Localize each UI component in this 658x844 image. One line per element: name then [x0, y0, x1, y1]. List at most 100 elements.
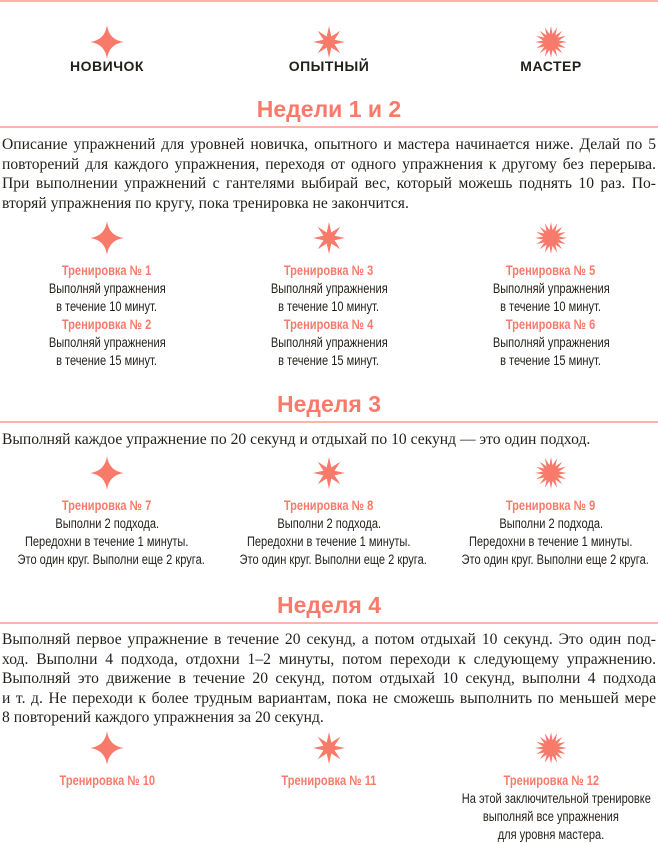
- description-line: Выполняй это движение в течение 20 секун…: [2, 670, 656, 688]
- workout-description-text: Выполни 2 подхода.: [277, 516, 381, 531]
- workout-title: Тренировка № 2: [0, 316, 217, 334]
- workout-description-text: Передохни в течение 1 минуты.: [247, 534, 411, 549]
- workout-title: Тренировка № 8: [219, 497, 439, 515]
- workout-title-text: Тренировка № 10: [59, 773, 155, 788]
- workout-title: Тренировка № 10: [0, 772, 217, 790]
- workout-description: Выполни 2 подхода.: [219, 515, 439, 533]
- eight-point-star-icon: [312, 456, 346, 490]
- workout-description: в течение 15 минут.: [219, 352, 439, 370]
- workout-title-text: Тренировка № 9: [506, 498, 596, 513]
- level-label: НОВИЧОК: [70, 58, 144, 74]
- sunburst-icon: [534, 731, 568, 765]
- workout-title: Тренировка № 9: [441, 497, 658, 515]
- description-line: Выполняй первое упражнение в течение 20 …: [2, 631, 656, 648]
- workout-description-text: Выполняй упражнения: [492, 281, 610, 296]
- section-description: Выполняй каждое упражнение по 20 секунд …: [2, 430, 656, 450]
- workout-title-text: Тренировка № 6: [506, 317, 596, 332]
- workout-description-text: Выполняй упражнения: [270, 281, 388, 296]
- workout-description-text: Передохни в течение 1 минуты.: [25, 534, 189, 549]
- workout-description: в течение 10 минут.: [219, 298, 439, 316]
- workout-title-text: Тренировка № 5: [506, 263, 596, 278]
- workout-description-text: для уровня мастера.: [497, 827, 605, 842]
- sunburst-icon: [534, 25, 568, 59]
- workout-description-text: Выполняй упражнения: [270, 335, 388, 350]
- workout-description-text: в течение 10 минут.: [500, 299, 602, 314]
- workout-description: в течение 15 минут.: [441, 352, 658, 370]
- sunburst-icon: [534, 221, 568, 255]
- workout-description-text: Передохни в течение 1 минуты.: [469, 534, 633, 549]
- section-description: Описание упражнений для уровней новичка,…: [2, 135, 656, 213]
- workout-title: Тренировка № 4: [219, 316, 439, 334]
- workout-title-text: Тренировка № 2: [62, 317, 152, 332]
- workout-description: Выполняй упражнения: [441, 280, 658, 298]
- workout-description-text: в течение 10 минут.: [278, 299, 380, 314]
- workout-title-text: Тренировка № 3: [284, 263, 374, 278]
- workout-description-text: Выполни 2 подхода.: [499, 516, 603, 531]
- workout-description-text: в течение 15 минут.: [278, 353, 380, 368]
- workout-description: Это один круг. Выполни еще 2 круга.: [441, 551, 658, 569]
- workout-title: Тренировка № 1: [0, 262, 217, 280]
- section-divider: [0, 421, 658, 423]
- four-point-star-icon: [90, 456, 124, 490]
- workout-title-text: Тренировка № 11: [281, 773, 377, 788]
- workout-description: Передохни в течение 1 минуты.: [441, 533, 658, 551]
- workout-column: Тренировка № 9 Выполни 2 подхода. Передохн…: [441, 497, 658, 569]
- workout-description: Это один круг. Выполни еще 2 круга.: [219, 551, 439, 569]
- workout-description: в течение 15 минут.: [0, 352, 217, 370]
- section-description: Выполняй первое упражнение в течение 20 …: [2, 630, 656, 728]
- workout-description: Выполняй упражнения: [441, 334, 658, 352]
- workout-column: Тренировка № 12 На этой заключительной тр…: [441, 772, 658, 844]
- workout-title: Тренировка № 11: [219, 772, 439, 790]
- eight-point-star-icon: [312, 221, 346, 255]
- workout-column: Тренировка № 11: [219, 772, 439, 790]
- sunburst-icon: [534, 456, 568, 490]
- workout-description: Передохни в течение 1 минуты.: [0, 533, 217, 551]
- workout-description-text: Выполняй упражнения: [492, 335, 610, 350]
- section-heading: Недели 1 и 2: [256, 96, 402, 122]
- workout-description-text: На этой заключительной тренировке: [461, 791, 651, 806]
- eight-point-star-icon: [312, 25, 346, 59]
- workout-description-text: Это один круг. Выполни еще 2 круга.: [461, 552, 649, 567]
- description-line: и т. д. Не переходи к более трудным вари…: [2, 689, 656, 707]
- section-divider: [0, 126, 658, 128]
- workout-description-text: в течение 15 минут.: [56, 353, 158, 368]
- workout-column: Тренировка № 1 Выполняй упражнения в течен…: [0, 262, 217, 370]
- description-line: повторений для каждого упражнения, перех…: [2, 155, 656, 173]
- workout-description: Выполняй упражнения: [219, 280, 439, 298]
- workout-description-text: в течение 15 минут.: [500, 353, 602, 368]
- workout-title: Тренировка № 5: [441, 262, 658, 280]
- workout-column: Тренировка № 3 Выполняй упражнения в течен…: [219, 262, 439, 370]
- workout-title: Тренировка № 6: [441, 316, 658, 334]
- workout-title: Тренировка № 7: [0, 497, 217, 515]
- description-line: При выполнении упражнений с гантелями вы…: [2, 175, 656, 193]
- four-point-star-icon: [90, 731, 124, 765]
- level-label: МАСТЕР: [520, 58, 582, 74]
- workout-description: На этой заключительной тренировке: [441, 790, 658, 808]
- workout-column: Тренировка № 10: [0, 772, 217, 790]
- workout-description-text: Это один круг. Выполни еще 2 круга.: [239, 552, 427, 567]
- description-line: Описание упражнений для уровней новичка,…: [2, 136, 656, 153]
- workout-title: Тренировка № 12: [441, 772, 658, 790]
- workout-description-text: в течение 10 минут.: [56, 299, 158, 314]
- workout-column: Тренировка № 5 Выполняй упражнения в течен…: [441, 262, 658, 370]
- eight-point-star-icon: [312, 731, 346, 765]
- workout-title: Тренировка № 3: [219, 262, 439, 280]
- workout-description-text: выполняй все упражнения: [483, 809, 619, 824]
- workout-title-text: Тренировка № 7: [62, 498, 152, 513]
- workout-title-text: Тренировка № 8: [284, 498, 374, 513]
- level-label: ОПЫТНЫЙ: [288, 58, 370, 74]
- workout-description-text: Выполняй упражнения: [48, 281, 166, 296]
- four-point-star-icon: [90, 221, 124, 255]
- workout-description-text: Это один круг. Выполни еще 2 круга.: [17, 552, 205, 567]
- workout-description: в течение 10 минут.: [441, 298, 658, 316]
- section-heading: Неделя 3: [276, 391, 381, 417]
- description-line: ход. Выполни 4 подхода, отдохни 1–2 мину…: [2, 650, 656, 668]
- description-line: 8 повторений каждого упражнения за 20 се…: [2, 709, 324, 727]
- workout-column: Тренировка № 7 Выполни 2 подхода. Передохн…: [0, 497, 217, 569]
- top-divider: [0, 0, 658, 2]
- workout-title-text: Тренировка № 12: [503, 773, 599, 788]
- workout-column: Тренировка № 8 Выполни 2 подхода. Передохн…: [219, 497, 439, 569]
- workout-description: Выполняй упражнения: [0, 280, 217, 298]
- description-line: Выполняй каждое упражнение по 20 секунд …: [2, 431, 591, 448]
- workout-description: Выполняй упражнения: [219, 334, 439, 352]
